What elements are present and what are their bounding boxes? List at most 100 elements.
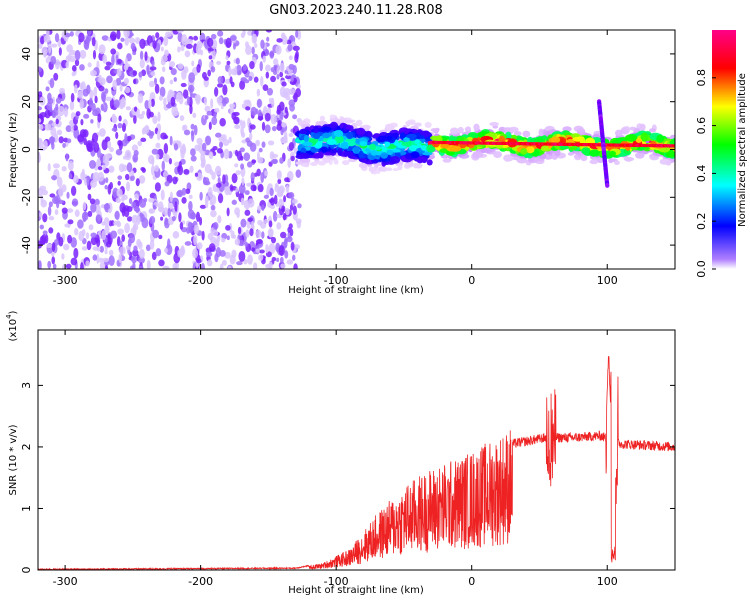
noise-blob	[133, 245, 138, 252]
noise-blob	[52, 263, 57, 269]
noise-blob	[115, 197, 121, 204]
noise-blob	[130, 174, 135, 182]
noise-blob	[52, 163, 60, 169]
colorbar-tick-label: 0.8	[695, 69, 708, 87]
noise-blob	[110, 48, 117, 55]
noise-blob	[97, 166, 103, 171]
noise-blob	[258, 147, 263, 153]
noise-blob	[54, 209, 59, 216]
noise-blob	[113, 99, 120, 108]
noise-blob	[48, 43, 52, 54]
band-blob	[356, 127, 366, 136]
noise-blob	[242, 120, 246, 129]
noise-blob	[297, 83, 301, 90]
noise-blob	[172, 176, 178, 185]
noise-blob	[117, 175, 123, 180]
noise-blob	[240, 218, 247, 228]
noise-blob	[208, 151, 214, 160]
noise-blob	[261, 231, 265, 239]
noise-blob	[190, 148, 196, 157]
noise-blob	[261, 141, 266, 148]
noise-blob	[288, 88, 296, 95]
noise-blob	[150, 71, 156, 77]
noise-blob	[206, 37, 214, 48]
band-blob	[522, 130, 531, 138]
noise-blob	[244, 241, 248, 247]
noise-blob	[258, 249, 265, 254]
snr-series-line	[38, 356, 675, 570]
noise-blob	[201, 230, 205, 241]
noise-blob	[67, 219, 74, 225]
noise-blob	[265, 243, 269, 254]
noise-blob	[207, 186, 213, 198]
noise-blob	[258, 254, 264, 262]
noise-blob	[247, 217, 253, 222]
band-blob	[343, 151, 354, 157]
spectrogram-x-ticks: -300 -200 -100 0 100	[53, 30, 618, 287]
noise-blob	[265, 64, 271, 72]
noise-blob	[64, 223, 70, 228]
noise-blob	[89, 159, 96, 169]
noise-blob	[207, 232, 214, 241]
band-blob	[385, 123, 394, 131]
noise-blob	[101, 35, 109, 41]
noise-blob	[244, 190, 250, 196]
noise-blob	[56, 176, 63, 188]
noise-blob	[296, 220, 302, 229]
noise-blob	[183, 124, 188, 130]
noise-blob	[99, 262, 106, 269]
noise-blob	[161, 55, 168, 63]
noise-blob	[194, 172, 199, 177]
noise-blob	[188, 194, 193, 199]
noise-blob	[139, 38, 146, 49]
noise-blob	[153, 77, 158, 86]
noise-blob	[147, 154, 155, 165]
band-blob	[419, 135, 425, 139]
noise-blob	[155, 153, 160, 160]
noise-blob	[214, 253, 219, 263]
noise-blob	[171, 215, 176, 222]
noise-blob	[64, 32, 71, 38]
noise-blob	[134, 37, 141, 45]
noise-blob	[149, 216, 156, 225]
band-blob	[347, 140, 356, 147]
noise-blob	[156, 129, 161, 141]
noise-blob	[154, 164, 159, 172]
noise-blob	[289, 204, 294, 211]
noise-blob	[43, 140, 48, 150]
noise-blob	[115, 220, 121, 226]
noise-blob	[290, 241, 295, 251]
noise-blob	[249, 60, 255, 70]
noise-blob	[155, 248, 162, 257]
noise-blob	[288, 55, 293, 60]
noise-blob	[180, 44, 185, 52]
noise-blob	[242, 64, 247, 71]
noise-blob	[141, 167, 146, 173]
noise-blob	[226, 207, 230, 217]
noise-blob	[167, 238, 171, 250]
noise-blob	[203, 76, 209, 81]
noise-blob	[55, 118, 59, 125]
band-blob	[611, 139, 620, 145]
noise-blob	[271, 126, 277, 132]
noise-blob	[130, 265, 135, 269]
band-blob	[589, 159, 599, 165]
noise-blob	[189, 165, 194, 173]
noise-blob	[251, 33, 258, 44]
noise-blob	[163, 170, 169, 177]
band-blob	[359, 141, 368, 147]
noise-blob	[46, 243, 53, 249]
noise-blob	[132, 78, 137, 85]
noise-blob	[281, 139, 288, 144]
noise-blob	[87, 210, 93, 218]
noise-blob	[246, 161, 253, 168]
noise-blob	[226, 60, 231, 65]
noise-blob	[297, 203, 302, 209]
noise-blob	[73, 175, 79, 184]
noise-blob	[290, 75, 295, 83]
noise-blob	[98, 257, 104, 263]
noise-blob	[189, 104, 193, 115]
noise-blob	[102, 54, 108, 64]
noise-blob	[172, 262, 178, 269]
band-blob	[505, 131, 512, 140]
